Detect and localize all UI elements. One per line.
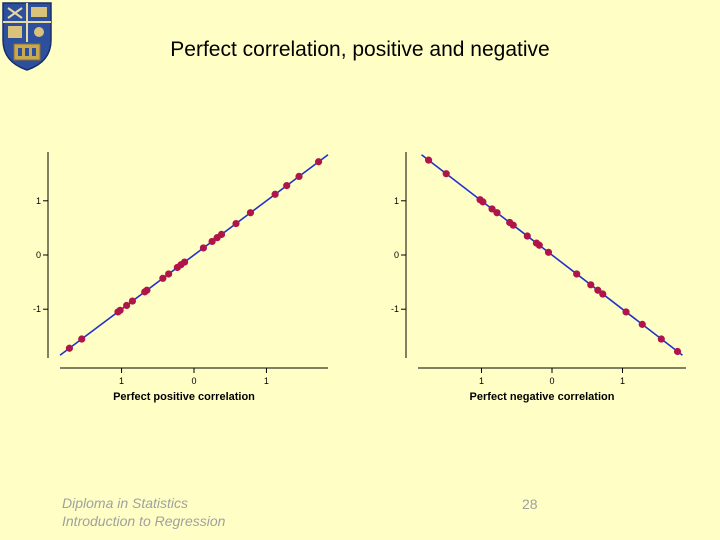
fit-line xyxy=(421,154,683,356)
data-point xyxy=(424,156,433,164)
x-axis-label: Perfect negative correlation xyxy=(470,391,615,403)
fit-line xyxy=(59,154,329,356)
data-point xyxy=(535,241,543,249)
data-point xyxy=(128,297,137,305)
slide-title: Perfect correlation, positive and negati… xyxy=(170,38,550,61)
y-tick-label: -1 xyxy=(33,304,41,314)
y-tick-label: 0 xyxy=(36,250,41,260)
data-point xyxy=(116,306,124,314)
data-point xyxy=(65,344,74,352)
data-point xyxy=(442,170,450,178)
data-point xyxy=(573,270,581,278)
x-tick-label: 1 xyxy=(479,376,484,386)
data-point xyxy=(217,230,226,238)
x-tick-label: 1 xyxy=(620,376,625,386)
data-point xyxy=(594,286,602,294)
data-point xyxy=(232,219,240,228)
data-point xyxy=(509,221,517,229)
data-point xyxy=(622,308,630,316)
crest-logo xyxy=(0,0,54,72)
y-tick-label: 1 xyxy=(36,196,41,206)
data-point xyxy=(544,248,553,256)
y-tick-label: -1 xyxy=(391,304,399,314)
page-number: 28 xyxy=(522,496,538,512)
data-point xyxy=(479,198,487,206)
data-point xyxy=(246,209,255,217)
data-point xyxy=(78,335,86,343)
data-point xyxy=(587,281,595,289)
positive-correlation-chart: 1 0 -1 1 0 1 Perfect positive correlation xyxy=(20,140,340,410)
data-point xyxy=(271,190,279,198)
data-point xyxy=(638,320,646,328)
x-tick-label: 0 xyxy=(191,376,196,386)
negative-correlation-chart: 1 0 -1 1 0 1 Perfect negative correlation xyxy=(378,140,698,410)
negative-correlation-plot: 1 0 -1 1 0 1 Perfect negative correlation xyxy=(391,152,686,403)
data-point xyxy=(493,209,501,217)
footer-course-info: Diploma in Statistics Introduction to Re… xyxy=(62,494,225,530)
data-point xyxy=(159,274,167,282)
data-point xyxy=(208,237,216,246)
footer-line-1: Diploma in Statistics xyxy=(62,495,189,511)
y-tick-label: 0 xyxy=(394,250,399,260)
data-point xyxy=(180,258,189,266)
x-tick-label: 1 xyxy=(119,376,124,386)
data-point xyxy=(599,290,607,298)
data-point xyxy=(657,335,665,343)
data-point xyxy=(295,172,303,180)
data-point xyxy=(314,158,323,166)
x-tick-label: 1 xyxy=(264,376,269,386)
data-point xyxy=(143,286,151,294)
data-point xyxy=(199,244,208,252)
data-point xyxy=(123,301,131,310)
data-point xyxy=(488,205,496,213)
data-point xyxy=(523,232,531,240)
data-point xyxy=(673,347,682,356)
x-axis-label: Perfect positive correlation xyxy=(113,391,255,403)
data-point xyxy=(283,182,291,190)
y-tick-label: 1 xyxy=(394,196,399,206)
footer-line-2: Introduction to Regression xyxy=(62,513,226,529)
positive-correlation-plot: 1 0 -1 1 0 1 Perfect positive correlation xyxy=(33,152,329,403)
x-tick-label: 0 xyxy=(549,376,554,386)
data-point xyxy=(165,270,173,278)
